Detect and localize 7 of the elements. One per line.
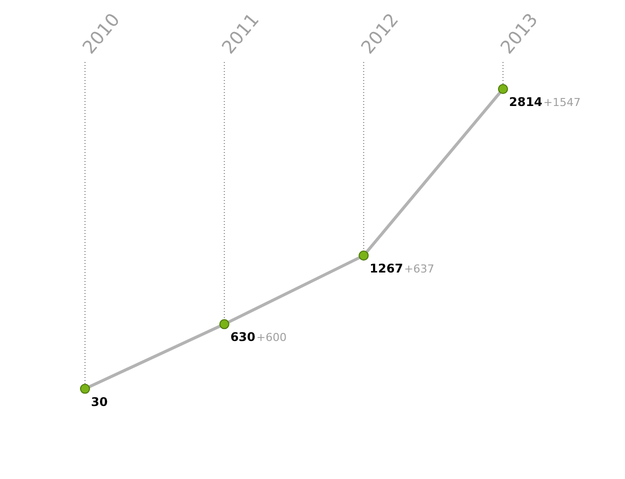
data-label: 1267 <box>370 262 404 276</box>
data-label: 630 <box>230 330 256 344</box>
annotation: +600 <box>256 331 287 344</box>
annotation: +1547 <box>543 96 581 109</box>
data-label: 2814 <box>509 95 542 109</box>
annotation: +637 <box>404 262 434 276</box>
data-label: 30 <box>91 394 108 409</box>
